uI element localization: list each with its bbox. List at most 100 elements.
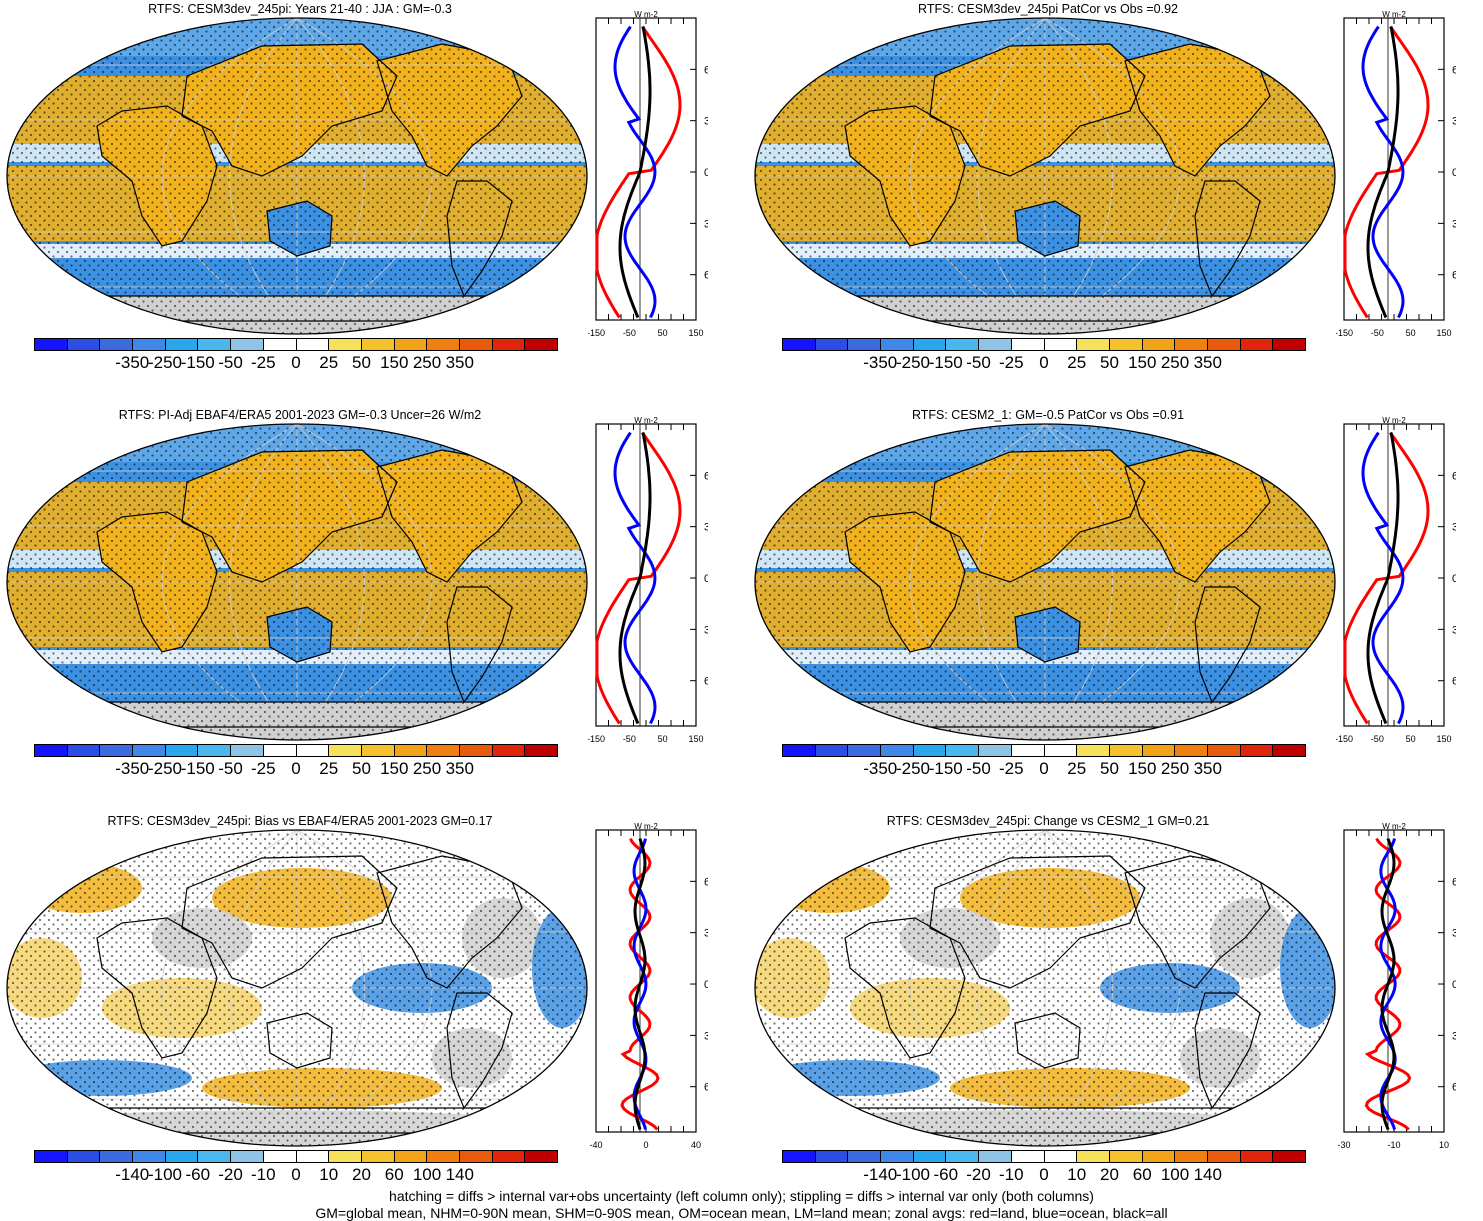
colorbar-tick-label: 25 [1067,759,1087,778]
colorbar-swatch [361,339,395,350]
colorbar-swatch [1240,339,1274,350]
colorbar-swatch [848,339,882,350]
colorbar-swatch [329,1151,362,1162]
colorbar-swatch [100,745,134,756]
panel-title: RTFS: CESM3dev_245pi: Change vs CESM2_1 … [886,814,1210,828]
colorbar-tick-label: 250 [412,759,442,778]
zonal-x-tick-label: -40 [589,1140,602,1150]
colorbar-tick-label: 250 [1160,353,1190,372]
zonal-unit-label: W m-2 [634,10,658,19]
zonal-lat-label: 30N [704,928,708,940]
colorbar-swatch [231,745,264,756]
colorbar-swatch [329,339,362,350]
zonal-x-tick-label: -150 [1336,328,1353,338]
colorbar-swatch [1077,1151,1110,1162]
colorbar-tick-label: -25 [250,353,276,372]
colorbar-tick-label: -25 [998,759,1024,778]
colorbar-swatch [427,745,460,756]
colorbar-swatch [1044,1151,1078,1162]
colorbar-tick-label: -50 [218,759,243,778]
zonal-mean-plot: W m-2 60N 30N 0 30S 60S -150 -50 50 150 [1336,10,1456,338]
colorbar-swatch [913,745,947,756]
zonal-unit-label: W m-2 [634,416,658,425]
colorbar-tick-label: 250 [412,353,442,372]
zonal-lat-label: 0 [704,573,708,585]
zonal-x-tick-label: -10 [1387,1140,1400,1150]
colorbar-swatch [165,339,199,350]
zonal-lat-label: 60N [704,64,708,76]
colorbar-tick-label: 60 [1132,1165,1152,1184]
map-plot [6,17,588,335]
zonal-x-tick-label: -50 [1371,328,1384,338]
zonal-curve [1366,26,1400,319]
zonal-mean-plot: W m-2 60N 30N 0 30S 60S -150 -50 50 150 [1336,416,1456,744]
colorbar-tick-label: -50 [966,353,991,372]
colorbar-swatch [815,339,849,350]
colorbar-swatch [361,1151,395,1162]
colorbar-swatch [1207,745,1241,756]
colorbar-swatch [979,745,1012,756]
colorbar-tick-label: -25 [250,759,276,778]
colorbar-tick-label: 20 [1100,1165,1119,1184]
map-plot [6,829,588,1147]
zonal-lat-label: 60S [1452,1082,1456,1094]
zonal-curve [618,432,652,725]
colorbar-tick-label: -140 [115,1165,150,1184]
colorbar-tick-label: -250 [895,759,931,778]
panel-6: RTFS: CESM3dev_245pi: Change vs CESM2_1 … [748,812,1483,1219]
colorbar-tick-label: -10 [998,1165,1024,1184]
zonal-lat-label: 30N [1452,522,1456,534]
colorbar-tick-label: -350 [115,759,150,778]
zonal-lat-label: 30N [704,522,708,534]
colorbar-swatch [946,1151,980,1162]
colorbar-tick-label: 150 [1128,759,1157,778]
colorbar-swatch [783,339,816,350]
colorbar-tick-label: 20 [352,1165,371,1184]
colorbar-swatch [361,745,395,756]
colorbar-swatch [946,745,980,756]
panel-3: RTFS: PI-Adj EBAF4/ERA5 2001-2023 GM=-0.… [0,406,742,813]
zonal-lat-label: 60S [1452,676,1456,688]
panel-4: RTFS: CESM2_1: GM=-0.5 PatCor vs Obs =0.… [748,406,1483,813]
zonal-curve [1366,432,1400,725]
colorbar-tick-label: 25 [1067,353,1087,372]
colorbar-tick-label: 25 [319,759,339,778]
colorbar-tick-label: -60 [185,1165,211,1184]
zonal-unit-label: W m-2 [1382,416,1406,425]
colorbar-swatch [979,339,1012,350]
colorbar-swatch [263,1151,297,1162]
colorbar-labels: -350 -250 -150 -50 -25 0 25 50 150 250 350 [34,353,558,375]
zonal-x-tick-label: -150 [588,734,605,744]
colorbar-tick-label: -250 [895,353,931,372]
colorbar-swatch [1109,339,1143,350]
colorbar-swatch [231,339,264,350]
zonal-x-tick-label: -50 [623,734,636,744]
colorbar-tick-label: 350 [1193,353,1222,372]
zonal-lat-label: 0 [1452,979,1456,991]
zonal-lat-label: 60S [704,270,708,282]
colorbar-swatches [34,338,558,351]
colorbar-swatch [165,745,199,756]
zonal-x-tick-label: 10 [1439,1140,1449,1150]
colorbar: -140 -100 -60 -20 -10 0 10 20 60 100 140 [782,1150,1306,1187]
colorbar-swatch [1077,339,1110,350]
colorbar-tick-label: 50 [1100,759,1119,778]
colorbar-tick-label: 25 [319,353,339,372]
colorbar-tick-label: 350 [1193,759,1222,778]
colorbar-tick-label: -350 [863,353,898,372]
zonal-lat-label: 60S [704,1082,708,1094]
map-field [7,830,587,1146]
colorbar-tick-label: -150 [928,759,963,778]
colorbar-tick-label: 140 [1193,1165,1222,1184]
colorbar-swatch [329,745,362,756]
panel-title: RTFS: CESM3dev_245pi PatCor vs Obs =0.92 [918,2,1178,16]
colorbar-swatch [1142,745,1176,756]
colorbar-swatch [1044,339,1078,350]
colorbar-swatch [394,339,428,350]
footer-note-1: hatching = diffs > internal var+obs unce… [389,1188,1094,1204]
colorbar-swatch [913,1151,947,1162]
colorbar-swatch [1175,1151,1208,1162]
zonal-x-tick-label: -150 [588,328,605,338]
panel-2: RTFS: CESM3dev_245pi PatCor vs Obs =0.92… [748,0,1483,407]
zonal-curve [1380,838,1396,1131]
